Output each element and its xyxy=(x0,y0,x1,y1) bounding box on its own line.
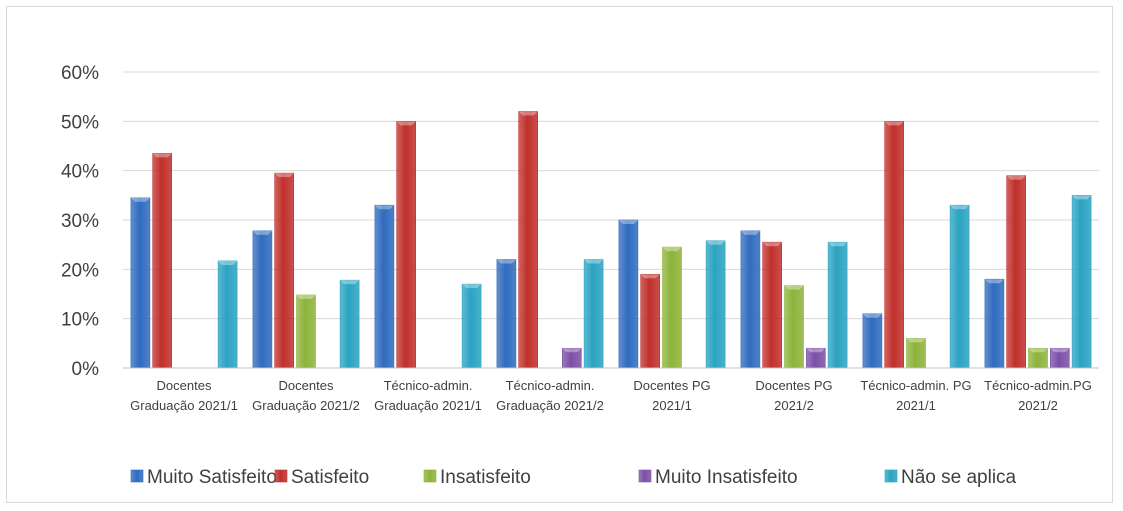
category-labels: Docentes Graduação 2021/1 Docentes Graduaçã… xyxy=(130,378,1092,413)
category-label: Docentes xyxy=(279,378,334,393)
y-tick-label: 30% xyxy=(61,211,99,232)
bar xyxy=(906,338,926,369)
category-label: 2021/1 xyxy=(652,398,692,413)
bar xyxy=(662,246,682,369)
legend-label: Muito Insatisfeito xyxy=(655,467,798,488)
category-label: Graduação 2021/1 xyxy=(374,398,482,413)
y-tick-label: 40% xyxy=(61,162,99,183)
legend-item: Muito Insatisfeito xyxy=(638,467,798,488)
bar xyxy=(252,230,273,369)
bar xyxy=(583,259,604,369)
bar xyxy=(1006,175,1027,369)
legend-swatch xyxy=(130,469,144,483)
bar xyxy=(827,241,848,369)
legend-swatch xyxy=(638,469,652,483)
category-label: 2021/2 xyxy=(774,398,814,413)
category-label: Docentes PG xyxy=(755,378,832,393)
bars xyxy=(130,111,1092,369)
bar-chart: 0% 10% 20% 30% 40% 50% 60% Docentes Graduação 2… xyxy=(61,63,1099,488)
bar xyxy=(396,121,417,369)
y-axis-ticks: 0% 10% 20% 30% 40% 50% 60% xyxy=(61,63,99,380)
bar xyxy=(862,313,883,369)
legend-item: Muito Satisfeito xyxy=(130,467,277,488)
bar xyxy=(618,219,639,369)
bar xyxy=(705,240,726,369)
legend-swatch xyxy=(274,469,288,483)
category-label: Docentes xyxy=(157,378,212,393)
bar xyxy=(274,172,295,369)
legend-label: Muito Satisfeito xyxy=(147,467,277,488)
legend-swatch xyxy=(423,469,437,483)
bar xyxy=(130,197,151,369)
bar xyxy=(217,260,238,369)
y-tick-label: 0% xyxy=(72,359,100,380)
category-label: 2021/1 xyxy=(896,398,936,413)
y-tick-label: 50% xyxy=(61,112,99,133)
bar xyxy=(561,347,582,369)
y-tick-label: 60% xyxy=(61,63,99,84)
category-label: Técnico-admin.PG xyxy=(984,378,1092,393)
legend-item: Satisfeito xyxy=(274,467,369,488)
legend-label: Satisfeito xyxy=(291,467,369,488)
bar xyxy=(296,294,316,369)
category-label: Graduação 2021/1 xyxy=(130,398,238,413)
bar xyxy=(740,230,761,369)
legend-label: Insatisfeito xyxy=(440,467,531,488)
bar xyxy=(496,259,517,369)
category-label: 2021/2 xyxy=(1018,398,1058,413)
bar xyxy=(762,241,783,369)
category-label: Técnico-admin. xyxy=(384,378,473,393)
category-label: Graduação 2021/2 xyxy=(496,398,604,413)
legend-label: Não se aplica xyxy=(901,467,1017,488)
bar xyxy=(339,279,360,369)
legend-swatch xyxy=(884,469,898,483)
category-label: Técnico-admin. PG xyxy=(860,378,971,393)
legend-item: Não se aplica xyxy=(884,467,1017,488)
bar xyxy=(949,204,970,369)
bar xyxy=(518,111,539,369)
category-label: Técnico-admin. xyxy=(506,378,595,393)
bar xyxy=(1050,347,1070,369)
bar xyxy=(884,121,905,369)
chart-frame: 0% 10% 20% 30% 40% 50% 60% Docentes Graduação 2… xyxy=(6,6,1113,503)
legend-item: Insatisfeito xyxy=(423,467,531,488)
bar xyxy=(374,204,395,369)
bar xyxy=(984,278,1005,369)
bar xyxy=(640,273,661,369)
category-label: Docentes PG xyxy=(633,378,710,393)
y-tick-label: 20% xyxy=(61,260,99,281)
bar xyxy=(1028,347,1048,369)
y-tick-label: 10% xyxy=(61,310,99,331)
category-label: Graduação 2021/2 xyxy=(252,398,360,413)
bar xyxy=(805,347,826,369)
bar xyxy=(784,285,804,369)
legend: Muito Satisfeito Satisfeito Insatisfeito Mu… xyxy=(130,467,1017,488)
bar xyxy=(1071,195,1092,369)
bar xyxy=(152,153,172,369)
bar xyxy=(461,283,482,369)
